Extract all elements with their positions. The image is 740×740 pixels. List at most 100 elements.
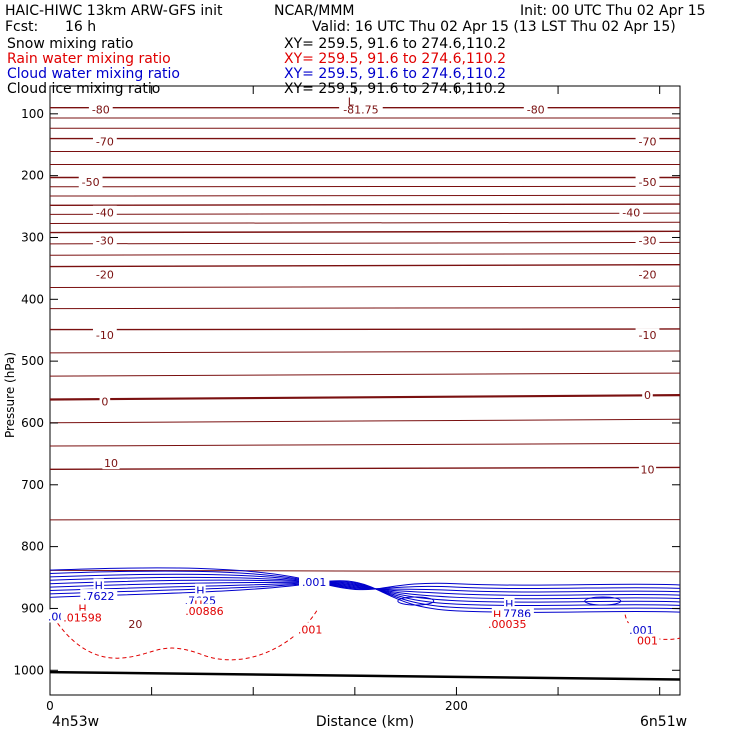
- x-right-location: 6n51w: [640, 714, 687, 730]
- isotherm-label: -80: [527, 103, 545, 116]
- isotherm-label: -20: [638, 269, 656, 282]
- rain-label: .00886: [185, 605, 224, 618]
- isotherm-label-bg: [635, 134, 660, 148]
- field-xy-cloud-water: XY= 259.5, 91.6 to 274.6,110.2: [284, 66, 506, 82]
- isotherm-label-bg: [339, 102, 383, 116]
- isotherm-label: -80: [92, 103, 110, 116]
- isotherm-label-bg: [635, 174, 660, 188]
- isotherm-label-bg: [619, 205, 644, 219]
- cloud-water-contour: [49, 580, 681, 613]
- isotherm-minor: [49, 442, 681, 447]
- rain-label-bg: [485, 616, 530, 630]
- y-tick-label: 100: [21, 107, 44, 121]
- cloud-water-label: H: [196, 585, 204, 598]
- rain-label-bg: [635, 633, 660, 647]
- ground-line: [49, 670, 681, 681]
- isotherm-label: -40: [622, 207, 640, 220]
- cloud-water-label-bg: [93, 578, 105, 592]
- cloud-water-label-bg: [80, 589, 118, 603]
- y-tick-label: 500: [21, 354, 44, 368]
- rain-label: .00035: [488, 618, 527, 631]
- isotherm-minor: [49, 241, 681, 245]
- cloud-water-label-bg: [503, 597, 515, 611]
- y-tick-label: 300: [21, 230, 44, 244]
- isotherm-minor: [49, 569, 681, 573]
- isotherm-label: -20: [96, 269, 114, 282]
- isotherm--40: [49, 203, 681, 207]
- cloud-water-label-bg: [195, 583, 206, 597]
- isotherm-label: 10: [104, 457, 118, 470]
- rain-label-bg: [182, 603, 227, 617]
- isotherm-label-bg: [99, 394, 111, 408]
- isotherm-minor: [49, 221, 681, 224]
- x-axis-label: Distance (km): [316, 714, 414, 730]
- forecast-label: Fcst:: [5, 19, 38, 35]
- isotherm-label-bg: [78, 174, 103, 188]
- isotherm-label-bg: [92, 134, 117, 148]
- temperature-labels: -80 -81.75 -80 -70 -70 -50 -50 -40 -40 -30 -30 -20 -…: [78, 95, 660, 646]
- y-axis-label: Pressure (hPa): [3, 352, 17, 438]
- isotherm-label-bg: [88, 102, 113, 116]
- isotherm-label-bg: [638, 462, 657, 476]
- isotherm-minor: [49, 350, 681, 354]
- cloud-water-label-bg: [496, 606, 534, 620]
- x-left-location: 4n53w: [52, 714, 99, 730]
- cloud-water-contours: [49, 567, 681, 613]
- field-name-rain: Rain water mixing ratio: [7, 51, 171, 67]
- isotherm-minor: [49, 194, 681, 197]
- model-title: HAIC-HIWC 13km ARW-GFS init: [5, 3, 223, 19]
- ground-surface: [49, 670, 681, 681]
- isotherm-label: -10: [638, 329, 656, 342]
- y-tick-label: 400: [21, 292, 44, 306]
- isotherm-label-bg: [92, 205, 117, 219]
- cloud-water-label: H: [95, 580, 103, 593]
- isotherm-label: 20: [128, 618, 142, 631]
- isotherm-label-bg: [102, 456, 120, 470]
- temperature-isotherms: [49, 106, 681, 573]
- x-axis-ticks: 0 200: [46, 86, 661, 713]
- x-tick-label: 0: [46, 699, 54, 713]
- rain-label: .001: [298, 623, 323, 636]
- isotherm-minor: [49, 212, 681, 215]
- isotherm--10: [49, 328, 681, 331]
- isotherm--20: [49, 263, 681, 268]
- rain-label: .01598: [63, 612, 102, 625]
- rain-contour: [49, 608, 319, 661]
- org-label: NCAR/MMM: [274, 3, 355, 19]
- cloud-water-cell: [584, 596, 622, 606]
- rain-label-bg: [294, 622, 326, 636]
- isotherm-label: -10: [96, 329, 114, 342]
- cloud-water-label: .7622: [83, 590, 115, 603]
- isotherm-label-bg: [635, 328, 660, 342]
- isotherm-label-bg: [92, 328, 117, 342]
- isotherm-minor: [49, 418, 681, 424]
- y-tick-label: 1000: [13, 663, 44, 677]
- isotherm-minor: [49, 372, 681, 377]
- isotherm-label-bg: [92, 267, 117, 281]
- y-tick-label: 700: [21, 478, 44, 492]
- field-name-snow: Snow mixing ratio: [7, 36, 133, 52]
- plot-frame: [49, 85, 681, 696]
- isotherm-label: -30: [638, 235, 656, 248]
- isotherm-label: -50: [638, 176, 656, 189]
- field-name-cloud-ice: Cloud ice mixing ratio: [7, 81, 160, 97]
- isotherm-label-bg: [635, 233, 660, 247]
- rain-label-bg: [491, 607, 503, 621]
- isotherm-label-bg: [635, 267, 660, 281]
- isotherm-0: [49, 394, 681, 401]
- minimum-marker: L: [348, 95, 355, 108]
- cloud-water-label: .001: [302, 576, 327, 589]
- isotherm-minor: [49, 253, 681, 256]
- y-tick-label: 900: [21, 601, 44, 615]
- isotherm-label: 10: [640, 463, 654, 476]
- isotherm-label: -30: [96, 235, 114, 248]
- y-tick-label: 200: [21, 169, 44, 183]
- field-xy-cloud-ice: XY= 259.5, 91.6 to 274.6,110.2: [284, 81, 506, 97]
- isotherm-10: [49, 466, 681, 471]
- isotherm-label-bg: [126, 616, 144, 630]
- isotherm-label: 0: [644, 389, 651, 402]
- x-tick-label: 200: [445, 699, 468, 713]
- valid-time: Valid: 16 UTC Thu 02 Apr 15 (13 LST Thu …: [312, 19, 676, 35]
